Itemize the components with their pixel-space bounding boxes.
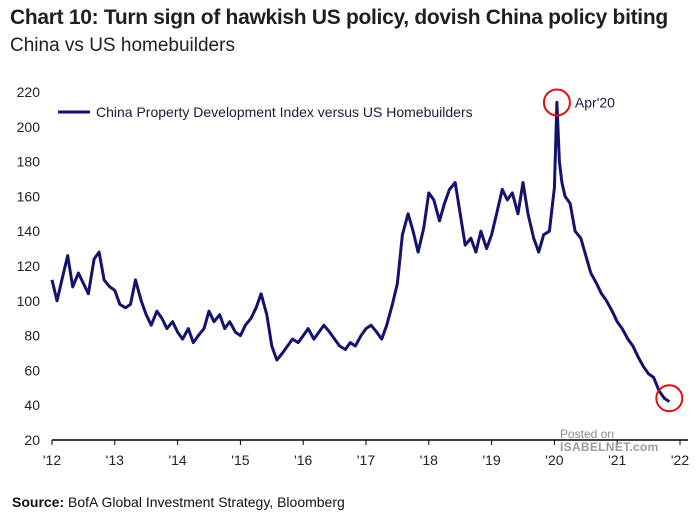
x-tick-label: '16 — [294, 452, 312, 468]
source-label: Source: — [12, 494, 65, 510]
source-note: Source: BofA Global Investment Strategy,… — [12, 494, 345, 510]
source-text: BofA Global Investment Strategy, Bloombe… — [68, 494, 345, 510]
y-tick-label: 120 — [17, 258, 41, 274]
x-tick-label: '20 — [545, 452, 563, 468]
x-axis-ticks: '12 '13 '14 '15 '16 '17 '18 '19 '20 '21 '22 — [43, 452, 689, 468]
x-tick-label: '15 — [231, 452, 249, 468]
y-tick-label: 160 — [17, 188, 41, 204]
watermark-line2: ISABELNET.com — [560, 440, 659, 454]
x-tick-label: '19 — [482, 452, 500, 468]
x-tick-label: '17 — [357, 452, 375, 468]
highlight-circle — [655, 384, 684, 413]
y-tick-label: 100 — [17, 293, 41, 309]
y-tick-label: 220 — [17, 84, 41, 100]
watermark: Posted on ISABELNET.com — [560, 428, 659, 454]
chart-title: Chart 10: Turn sign of hawkish US policy… — [10, 6, 668, 29]
watermark-line1: Posted on — [560, 427, 615, 441]
y-tick-label: 140 — [17, 223, 41, 239]
x-tick-label: '22 — [671, 452, 689, 468]
series-group — [50, 100, 671, 403]
x-tick-label: '14 — [168, 452, 186, 468]
y-axis-ticks: 20 40 60 80 100 120 140 160 180 200 220 — [17, 84, 41, 448]
y-tick-label: 20 — [24, 432, 40, 448]
y-tick-label: 200 — [17, 119, 41, 135]
x-tick-label: '12 — [43, 452, 61, 468]
x-axis-tick-marks — [51, 440, 681, 445]
y-tick-label: 60 — [24, 362, 40, 378]
x-tick-label: '18 — [420, 452, 438, 468]
annotation-label: Apr'20 — [575, 94, 615, 110]
legend-label: China Property Development Index versus … — [96, 104, 473, 120]
y-tick-label: 40 — [24, 397, 40, 413]
y-tick-label: 180 — [17, 154, 41, 170]
y-tick-label: 80 — [24, 328, 40, 344]
series-line — [50, 100, 671, 403]
chart-subtitle: China vs US homebuilders — [10, 35, 235, 56]
highlight-circle — [542, 88, 571, 117]
legend: China Property Development Index versus … — [58, 104, 473, 120]
annotations: Apr'20 — [542, 88, 684, 413]
x-tick-label: '13 — [106, 452, 124, 468]
x-tick-label: '21 — [608, 452, 626, 468]
